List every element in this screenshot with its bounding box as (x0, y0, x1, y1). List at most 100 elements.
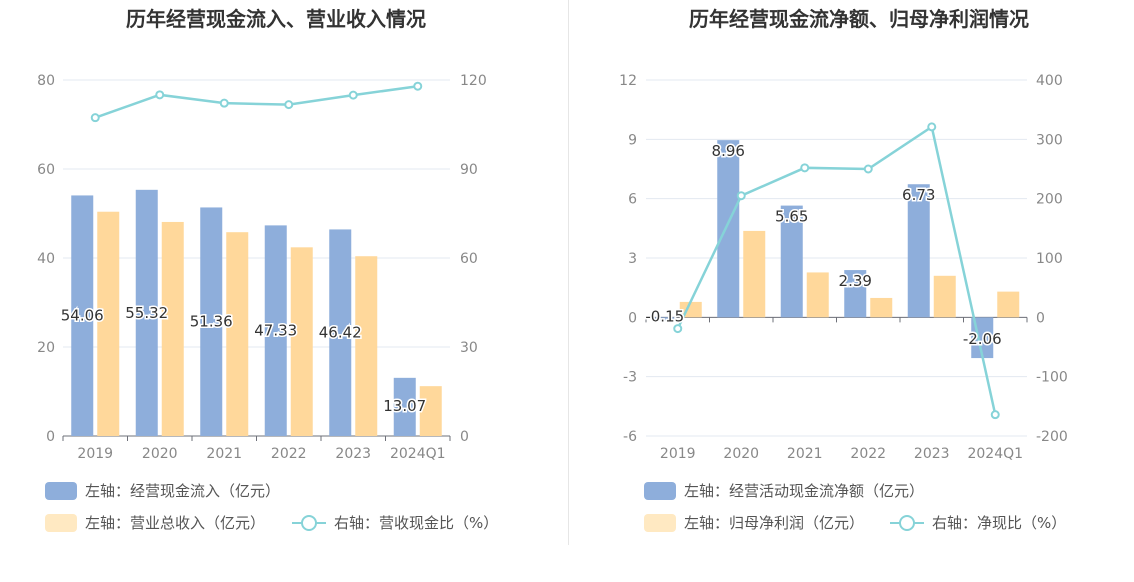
ratio-point (863, 164, 873, 174)
legend-item-net-profit[interactable]: 左轴：归母净利润（亿元） (644, 512, 864, 533)
bar-data-label: 2.39 (839, 272, 872, 290)
bar-primary (907, 184, 930, 318)
y-right-tick-label: -200 (1036, 429, 1068, 445)
chart-title: 历年经营现金流入、营业收入情况 (126, 7, 426, 31)
bar-secondary (97, 211, 120, 436)
legend-label: 左轴：经营现金流入（亿元） (85, 482, 281, 500)
bar-data-label: 46.42 (319, 324, 362, 342)
legend-item-revenue[interactable]: 左轴：营业总收入（亿元） (45, 512, 265, 533)
x-tick-label: 2024Q1 (967, 446, 1023, 462)
bar-data-label: 6.73 (902, 186, 935, 204)
ratio-line (676, 124, 997, 415)
legend-label: 右轴：净现比（%） (932, 514, 1067, 532)
bar-primary (264, 225, 287, 436)
line-legend-icon (890, 514, 924, 531)
x-tick-label: 2020 (142, 446, 178, 462)
y-left-tick-label: 0 (628, 310, 637, 326)
y-left-tick-label: 80 (37, 73, 55, 89)
y-right-tick-label: 120 (460, 73, 487, 89)
legend-label: 左轴：营业总收入（亿元） (85, 514, 266, 532)
legend-item-cash-inflow[interactable]: 左轴：经营现金流入（亿元） (45, 480, 280, 501)
bar-primary (844, 270, 867, 318)
bar-secondary (355, 256, 378, 436)
bar-secondary (997, 291, 1020, 318)
bar-primary (717, 140, 740, 318)
y-right-tick-label: 0 (460, 429, 469, 445)
bar-data-label: 8.96 (712, 142, 745, 160)
x-tick-label: 2019 (660, 446, 696, 462)
x-tick-label: 2021 (787, 446, 823, 462)
bar-primary (393, 377, 416, 436)
bar-data-label: 54.06 (61, 307, 104, 325)
ratio-point (219, 98, 229, 108)
ratio-point (990, 410, 1000, 420)
y-left-tick-label: 3 (628, 251, 637, 267)
bar-data-label: -0.15 (645, 307, 684, 325)
y-left-tick-label: -6 (623, 429, 637, 445)
bar-primary (780, 205, 803, 318)
y-right-tick-label: 30 (460, 340, 478, 356)
ratio-point (927, 122, 937, 132)
legend-label: 右轴：营收现金比（%） (334, 514, 499, 532)
x-tick-label: 2024Q1 (390, 446, 446, 462)
bar-secondary (419, 386, 442, 436)
y-left-tick-label: 6 (628, 192, 637, 208)
bar-primary (329, 229, 352, 436)
x-tick-label: 2022 (850, 446, 886, 462)
x-tick-label: 2019 (77, 446, 113, 462)
legend-swatch (644, 513, 676, 532)
bar-data-label: -2.06 (963, 330, 1002, 348)
legend-label: 左轴：归母净利润（亿元） (684, 514, 865, 532)
legend-item-net-cash-ratio[interactable]: 右轴：净现比（%） (890, 512, 1066, 533)
y-left-tick-label: 9 (628, 132, 637, 148)
bar-secondary (806, 272, 829, 318)
y-right-tick-label: 100 (1036, 251, 1063, 267)
legend-swatch (45, 513, 77, 532)
bar-data-label: 47.33 (254, 322, 297, 340)
bar-data-label: 5.65 (775, 208, 808, 226)
bar-secondary (870, 297, 893, 318)
bar-data-label: 51.36 (190, 313, 233, 331)
bar-secondary (933, 275, 956, 318)
bar-primary (653, 317, 676, 321)
bar-secondary (743, 230, 766, 318)
y-right-tick-label: 60 (460, 251, 478, 267)
y-left-tick-label: 40 (37, 251, 55, 267)
bar-secondary (290, 247, 313, 436)
legend-label: 左轴：经营活动现金流净额（亿元） (684, 482, 925, 500)
legend-swatch (45, 481, 77, 500)
panel-divider (568, 0, 569, 545)
ratio-point (413, 81, 423, 91)
legend-swatch (644, 481, 676, 500)
bar-secondary (226, 232, 249, 436)
y-right-tick-label: 90 (460, 162, 478, 178)
ratio-line (94, 84, 418, 119)
bar-data-label: 13.07 (383, 397, 426, 415)
line-legend-icon (292, 514, 326, 531)
bar-data-label: 55.32 (125, 304, 168, 322)
ratio-point (348, 90, 358, 100)
x-tick-label: 2022 (271, 446, 307, 462)
y-left-tick-label: 60 (37, 162, 55, 178)
y-left-tick-label: 20 (37, 340, 55, 356)
y-right-tick-label: -100 (1036, 370, 1068, 386)
bar-primary (135, 189, 158, 436)
legend-item-net-cash-flow[interactable]: 左轴：经营活动现金流净额（亿元） (644, 480, 924, 501)
y-left-tick-label: 0 (46, 429, 55, 445)
y-right-tick-label: 200 (1036, 192, 1063, 208)
ratio-point (155, 90, 165, 100)
legend-item-revenue-cash-ratio[interactable]: 右轴：营收现金比（%） (292, 512, 498, 533)
bar-secondary (161, 221, 184, 436)
bar-primary (200, 207, 223, 436)
ratio-point (90, 113, 100, 123)
ratio-point (800, 163, 810, 173)
ratio-point (736, 191, 746, 201)
bar-primary (71, 195, 94, 436)
ratio-point (673, 324, 683, 334)
x-tick-label: 2021 (206, 446, 242, 462)
x-tick-label: 2023 (335, 446, 371, 462)
y-right-tick-label: 300 (1036, 132, 1063, 148)
y-left-tick-label: -3 (623, 370, 637, 386)
